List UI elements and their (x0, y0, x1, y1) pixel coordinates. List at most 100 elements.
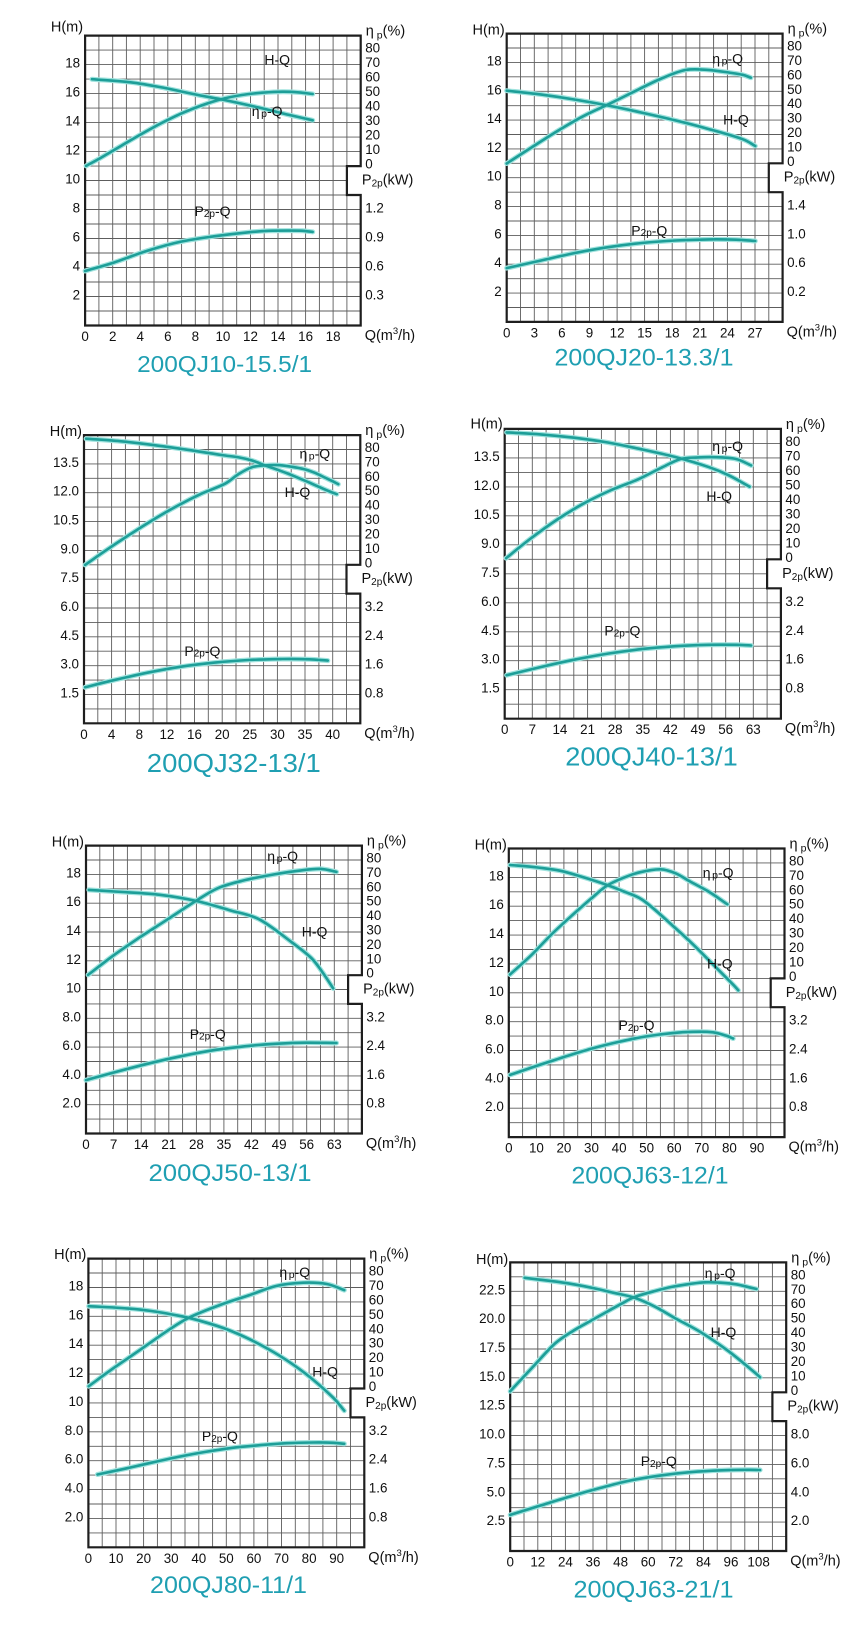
svg-text:80: 80 (789, 853, 804, 868)
svg-text:0: 0 (365, 157, 372, 172)
svg-text:2: 2 (494, 284, 501, 299)
svg-text:28: 28 (189, 1137, 204, 1152)
svg-text:18: 18 (489, 868, 504, 883)
svg-text:36: 36 (586, 1555, 601, 1570)
svg-text:8: 8 (192, 329, 199, 344)
svg-text:108: 108 (747, 1555, 769, 1570)
svg-text:200QJ63-12/1: 200QJ63-12/1 (572, 1164, 729, 1190)
svg-text:6: 6 (164, 329, 171, 344)
svg-text:10.5: 10.5 (474, 507, 500, 522)
svg-text:7: 7 (529, 722, 536, 737)
svg-text:30: 30 (164, 1551, 179, 1566)
svg-text:ηp(%): η p(%) (369, 1247, 408, 1265)
svg-text:0: 0 (85, 1551, 92, 1566)
svg-text:16: 16 (489, 897, 504, 912)
svg-text:H-Q: H-Q (723, 112, 749, 128)
svg-text:200QJ50-13/1: 200QJ50-13/1 (149, 1160, 312, 1187)
svg-text:18: 18 (326, 329, 341, 344)
svg-text:80: 80 (366, 851, 381, 866)
svg-text:18: 18 (487, 53, 502, 68)
svg-text:30: 30 (365, 113, 380, 128)
svg-text:P2p(kW): P2p(kW) (784, 170, 835, 187)
svg-text:9.0: 9.0 (481, 536, 500, 551)
svg-text:4: 4 (136, 329, 144, 344)
svg-text:12: 12 (489, 955, 504, 970)
svg-text:10: 10 (365, 142, 380, 157)
svg-text:0: 0 (503, 325, 510, 340)
svg-text:2.0: 2.0 (791, 1513, 810, 1528)
svg-text:2.4: 2.4 (365, 628, 384, 643)
svg-text:14: 14 (487, 111, 502, 126)
svg-text:1.0: 1.0 (787, 226, 806, 241)
svg-text:72: 72 (668, 1555, 683, 1570)
svg-text:H-Q: H-Q (302, 924, 328, 940)
svg-text:60: 60 (365, 469, 380, 484)
svg-text:0.8: 0.8 (789, 1099, 808, 1114)
svg-text:80: 80 (787, 39, 802, 54)
svg-text:6.0: 6.0 (481, 594, 500, 609)
svg-text:12: 12 (68, 1365, 83, 1380)
svg-text:0: 0 (80, 727, 87, 742)
svg-text:1.6: 1.6 (789, 1070, 808, 1085)
svg-text:1.6: 1.6 (365, 657, 384, 672)
svg-text:16: 16 (187, 727, 202, 742)
svg-text:4.0: 4.0 (791, 1484, 810, 1499)
svg-text:P2p(kW): P2p(kW) (362, 173, 413, 190)
svg-text:27: 27 (748, 325, 763, 340)
svg-text:80: 80 (369, 1264, 384, 1279)
svg-text:P2p(kW): P2p(kW) (786, 985, 837, 1002)
svg-text:22.5: 22.5 (479, 1282, 505, 1297)
svg-text:2.0: 2.0 (485, 1099, 504, 1114)
svg-text:14: 14 (489, 926, 504, 941)
svg-text:20: 20 (365, 527, 380, 542)
svg-text:60: 60 (365, 70, 380, 85)
svg-text:1.5: 1.5 (481, 681, 500, 696)
svg-text:40: 40 (785, 492, 800, 507)
svg-text:ηp-Q: η p-Q (252, 103, 283, 120)
svg-text:50: 50 (791, 1311, 806, 1326)
svg-text:P2p-Q: P2p-Q (195, 203, 231, 219)
svg-text:2.4: 2.4 (785, 623, 804, 638)
svg-text:12: 12 (487, 140, 502, 155)
svg-text:10: 10 (489, 984, 504, 999)
svg-text:2.0: 2.0 (62, 1096, 81, 1111)
svg-text:14: 14 (271, 329, 286, 344)
svg-text:63: 63 (746, 722, 761, 737)
svg-text:4: 4 (494, 255, 502, 270)
svg-text:40: 40 (791, 1325, 806, 1340)
svg-text:H(m): H(m) (52, 835, 84, 851)
svg-text:3.0: 3.0 (60, 657, 79, 672)
svg-text:30: 30 (789, 926, 804, 941)
svg-text:P2p-Q: P2p-Q (604, 623, 640, 639)
svg-text:40: 40 (365, 99, 380, 114)
svg-text:2: 2 (109, 329, 116, 344)
svg-text:30: 30 (584, 1141, 599, 1156)
svg-text:8: 8 (136, 727, 143, 742)
svg-text:1.6: 1.6 (369, 1481, 388, 1496)
svg-text:0.2: 0.2 (787, 284, 806, 299)
svg-text:Q(m3/h): Q(m3/h) (366, 1134, 416, 1153)
svg-text:49: 49 (691, 722, 706, 737)
svg-text:ηp(%): η p(%) (367, 834, 406, 852)
svg-text:6.0: 6.0 (65, 1452, 84, 1467)
svg-text:20: 20 (215, 727, 230, 742)
svg-text:8.0: 8.0 (485, 1013, 504, 1028)
svg-text:5.0: 5.0 (487, 1484, 506, 1499)
svg-text:70: 70 (785, 448, 800, 463)
svg-text:H(m): H(m) (51, 20, 83, 36)
svg-text:10: 10 (66, 981, 81, 996)
svg-text:40: 40 (612, 1141, 627, 1156)
svg-text:18: 18 (665, 325, 680, 340)
svg-text:200QJ20-13.3/1: 200QJ20-13.3/1 (555, 344, 734, 371)
svg-text:21: 21 (580, 722, 595, 737)
svg-text:70: 70 (365, 55, 380, 70)
svg-text:12: 12 (530, 1555, 545, 1570)
svg-text:ηp(%): η p(%) (786, 417, 825, 435)
svg-text:6.0: 6.0 (60, 599, 79, 614)
svg-text:4: 4 (73, 259, 81, 274)
svg-text:ηp-Q: η p-Q (267, 848, 298, 865)
svg-text:7.5: 7.5 (60, 570, 79, 585)
svg-text:70: 70 (365, 454, 380, 469)
svg-text:2.0: 2.0 (65, 1509, 84, 1524)
svg-text:1.5: 1.5 (60, 686, 79, 701)
